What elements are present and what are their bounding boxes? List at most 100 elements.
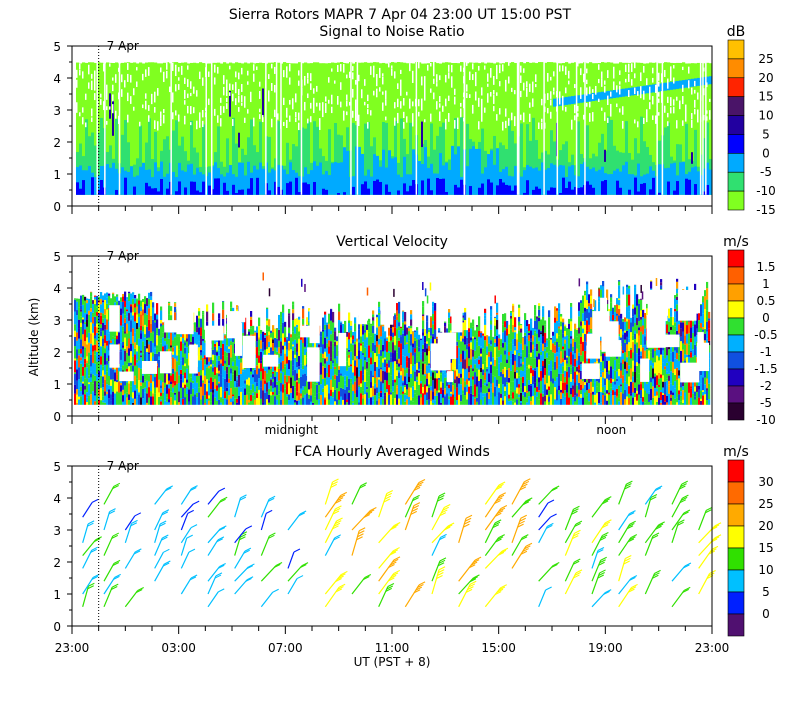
velocity-cell	[402, 385, 404, 391]
snr-gap	[705, 62, 707, 195]
snr-gap	[481, 105, 483, 114]
snr-gap	[667, 121, 669, 126]
velocity-cell	[586, 309, 588, 318]
velocity-cell	[470, 360, 472, 365]
velocity-cell	[222, 344, 224, 356]
velocity-cell	[280, 362, 282, 371]
snr-gap	[584, 62, 586, 195]
velocity-cell	[346, 400, 348, 403]
velocity-cell	[534, 310, 536, 316]
velocity-cell	[192, 383, 194, 389]
snr-layer	[445, 192, 448, 195]
velocity-cell	[252, 370, 254, 374]
snr-layer	[640, 184, 643, 195]
velocity-cell	[528, 385, 530, 392]
snr-gap	[175, 84, 177, 91]
velocity-cell	[94, 364, 96, 376]
velocity-cell	[212, 378, 214, 382]
velocity-cell	[492, 345, 494, 357]
snr-layer	[610, 174, 613, 195]
snr-layer	[259, 163, 262, 195]
velocity-cell	[172, 369, 174, 374]
velocity-cell	[466, 368, 468, 379]
velocity-cell	[478, 346, 480, 356]
velocity-cell	[320, 347, 322, 353]
snr-gap	[451, 81, 453, 88]
velocity-cell	[438, 380, 440, 390]
snr-layer	[592, 188, 595, 195]
velocity-cell	[296, 319, 298, 325]
snr-layer	[679, 81, 682, 89]
snr-gap	[526, 88, 528, 97]
velocity-cell	[412, 370, 414, 382]
velocity-cell	[570, 382, 572, 388]
velocity-cell	[278, 353, 280, 357]
velocity-cell	[492, 337, 494, 341]
velocity-cell	[388, 360, 390, 363]
snr-gap	[373, 91, 375, 96]
velocity-cell	[570, 368, 572, 372]
velocity-cell	[496, 387, 498, 390]
velocity-cell	[148, 308, 150, 320]
velocity-cell	[324, 330, 326, 338]
snr-layer	[250, 178, 253, 195]
snr-gap	[472, 63, 474, 69]
velocity-cell	[440, 382, 442, 388]
velocity-cell	[260, 399, 262, 405]
velocity-cell	[404, 357, 406, 370]
velocity-cell	[540, 371, 542, 381]
velocity-cell	[146, 338, 148, 340]
velocity-cell	[476, 358, 478, 368]
velocity-cell	[414, 372, 416, 382]
velocity-cell	[556, 321, 558, 333]
velocity-cell	[302, 309, 304, 319]
snr-layer	[346, 151, 349, 195]
velocity-cell	[586, 396, 588, 405]
velocity-cell	[398, 389, 400, 399]
velocity-cell	[294, 358, 296, 370]
velocity-cell	[160, 326, 162, 338]
velocity-cell	[540, 333, 542, 335]
velocity-cell	[196, 397, 198, 405]
velocity-cell	[416, 370, 418, 377]
velocity-cell	[300, 351, 302, 363]
snr-gap	[271, 119, 273, 128]
velocity-cell	[88, 333, 90, 343]
velocity-cell	[564, 336, 566, 339]
velocity-cell	[576, 349, 578, 361]
velocity-cell	[580, 326, 582, 337]
velocity-cell	[148, 354, 150, 362]
velocity-cell	[132, 403, 134, 405]
velocity-cell	[398, 372, 400, 374]
velocity-cell	[218, 374, 220, 377]
velocity-cell	[94, 335, 96, 338]
velocity-cell	[448, 396, 450, 399]
velocity-cell	[542, 309, 544, 317]
snr-gap	[658, 99, 660, 103]
velocity-cell	[468, 381, 470, 387]
snr-gap	[445, 119, 447, 122]
snr-gap	[391, 65, 393, 68]
velocity-cell	[406, 342, 408, 344]
velocity-cell	[228, 395, 230, 405]
velocity-cell	[152, 393, 154, 396]
snr-gap	[589, 87, 591, 95]
velocity-cell	[532, 370, 534, 376]
velocity-cell	[526, 367, 528, 370]
velocity-cell	[194, 388, 196, 395]
velocity-cell	[96, 356, 98, 362]
velocity-cell	[398, 347, 400, 359]
velocity-cell	[102, 338, 104, 346]
velocity-cell	[112, 392, 114, 398]
velocity-cell	[282, 323, 284, 333]
velocity-cell	[458, 395, 460, 405]
velocity-cell	[136, 397, 138, 405]
velocity-cell	[86, 344, 88, 356]
velocity-cell	[402, 355, 404, 368]
velocity-cell	[232, 354, 234, 362]
snr-layer	[157, 171, 160, 195]
velocity-cell	[336, 336, 338, 341]
velocity-cell	[202, 328, 204, 339]
snr-gap	[571, 123, 573, 130]
velocity-cell	[550, 361, 552, 371]
